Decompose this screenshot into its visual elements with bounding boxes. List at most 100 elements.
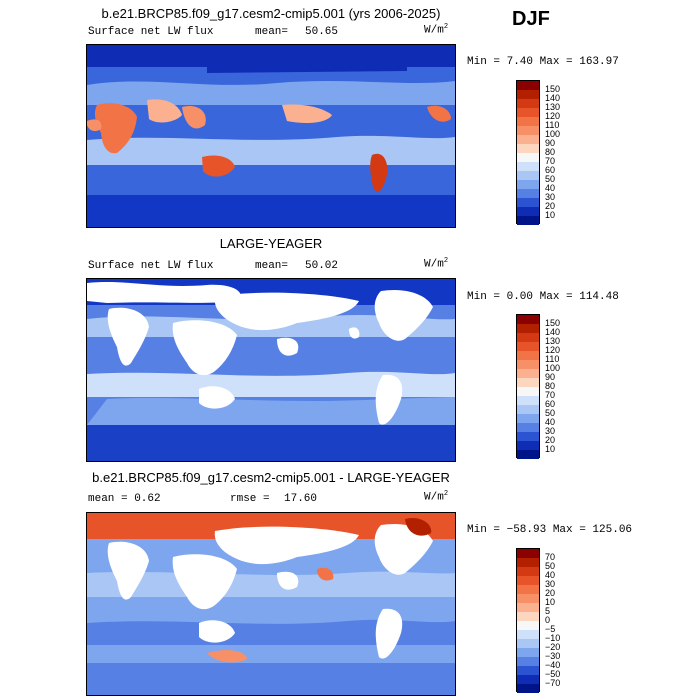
colorbar-tick-label: −10: [545, 633, 561, 643]
panel2-title: LARGE-YEAGER: [219, 236, 323, 251]
colorbar-tick-label: −30: [545, 651, 561, 661]
colorbar-swatch: [517, 162, 539, 171]
colorbar-swatch: [517, 675, 539, 684]
colorbar-tick-label: 50: [545, 174, 556, 184]
colorbar-tick-label: 10: [545, 210, 556, 220]
colorbar-tick-label: 10: [545, 444, 556, 454]
colorbar-tick-label: 30: [545, 426, 556, 436]
colorbar-swatch: [517, 567, 539, 576]
colorbar-swatch: [517, 90, 539, 99]
colorbar-swatch: [517, 621, 539, 630]
colorbar-tick-label: 70: [545, 156, 556, 166]
colorbar-tick-label: 130: [545, 102, 561, 112]
colorbar-tick-label: 40: [545, 183, 556, 193]
colorbar-tick-label: 140: [545, 327, 561, 337]
panel1-unit: W/m2: [424, 23, 449, 37]
panel2-mean-value: 50.02: [305, 260, 339, 272]
colorbar-swatch: [517, 315, 539, 324]
panel1-map: [86, 44, 456, 228]
colorbar-swatch: [517, 117, 539, 126]
colorbar-swatch: [517, 369, 539, 378]
colorbar-swatch: [517, 558, 539, 567]
panel1-title: b.e21.BRCP85.f09_g17.cesm2-cmip5.001 (yr…: [101, 6, 441, 21]
colorbar-tick-label: 90: [545, 138, 556, 148]
panel2-minmax: Min = 0.00 Max = 114.48: [467, 291, 619, 303]
colorbar-tick-label: 100: [545, 363, 561, 373]
colorbar-tick-label: −70: [545, 678, 561, 688]
colorbar-swatch: [517, 603, 539, 612]
colorbar-tick-label: −50: [545, 669, 561, 679]
colorbar-swatch: [517, 630, 539, 639]
panel3-title: b.e21.BRCP85.f09_g17.cesm2-cmip5.001 - L…: [92, 470, 450, 485]
colorbar-swatch: [517, 135, 539, 144]
colorbar-swatch: [517, 207, 539, 216]
colorbar-tick-label: 150: [545, 318, 561, 328]
colorbar-swatch: [517, 612, 539, 621]
panel3-rmse-label: rmse =: [230, 493, 270, 505]
colorbar-tick-label: 60: [545, 399, 556, 409]
colorbar-swatch: [517, 153, 539, 162]
colorbar-swatch: [517, 198, 539, 207]
panel2-map: [86, 278, 456, 462]
colorbar-tick-label: 30: [545, 192, 556, 202]
colorbar-tick-label: −20: [545, 642, 561, 652]
colorbar-swatch: [517, 684, 539, 693]
colorbar-tick-label: 100: [545, 129, 561, 139]
colorbar-tick-label: 80: [545, 147, 556, 157]
colorbar-swatch: [517, 414, 539, 423]
colorbar-tick-label: 110: [545, 120, 560, 130]
panel1-mean-label: mean=: [255, 26, 289, 38]
colorbar-swatch: [517, 594, 539, 603]
colorbar-swatch: [517, 432, 539, 441]
colorbar-tick-label: 30: [545, 579, 556, 589]
colorbar-swatch: [517, 405, 539, 414]
panel1-map-field: [87, 45, 455, 227]
colorbar-tick-label: 140: [545, 93, 561, 103]
colorbar-swatch: [517, 360, 539, 369]
colorbar-tick-label: 50: [545, 561, 556, 571]
panel3-map-field: [87, 513, 455, 695]
colorbar-tick-label: 90: [545, 372, 556, 382]
panel3-unit: W/m2: [424, 490, 449, 504]
colorbar-swatch: [517, 81, 539, 90]
colorbar-swatch: [517, 324, 539, 333]
season-label: DJF: [512, 8, 550, 30]
colorbar-swatch: [517, 639, 539, 648]
colorbar-swatch: [517, 549, 539, 558]
colorbar-swatch: [517, 333, 539, 342]
colorbar-swatch: [517, 423, 539, 432]
colorbar-swatch: [517, 171, 539, 180]
panel1-mean-value: 50.65: [305, 26, 339, 38]
colorbar-swatch: [517, 99, 539, 108]
panel2-colorbar: 150 140 130 120 110 100 90 80 70 60 50 40 30 20 10: [516, 314, 560, 459]
colorbar-tick-label: 0: [545, 615, 551, 625]
panel1-minmax: Min = 7.40 Max = 163.97: [467, 56, 619, 68]
colorbar-swatch: [517, 378, 539, 387]
colorbar-swatch: [517, 351, 539, 360]
colorbar-swatch: [517, 441, 539, 450]
colorbar-swatch: [517, 108, 539, 117]
colorbar-tick-label: 40: [545, 417, 556, 427]
colorbar-swatch: [517, 126, 539, 135]
colorbar-swatch: [517, 585, 539, 594]
panel2-mean-label: mean=: [255, 260, 289, 272]
colorbar-tick-label: 120: [545, 345, 561, 355]
panel3-left-label: mean = 0.62: [88, 493, 161, 505]
panel3-rmse-value: 17.60: [284, 493, 318, 505]
colorbar-tick-label: −40: [545, 660, 561, 670]
colorbar-tick-label: 60: [545, 165, 556, 175]
colorbar-tick-label: 20: [545, 435, 556, 445]
colorbar-tick-label: 70: [545, 552, 556, 562]
colorbar-tick-label: 120: [545, 111, 561, 121]
colorbar-tick-label: 130: [545, 336, 561, 346]
colorbar-swatch: [517, 342, 539, 351]
colorbar-tick-label: 5: [545, 606, 551, 616]
colorbar-swatch: [517, 396, 539, 405]
colorbar-swatch: [517, 180, 539, 189]
panel3-minmax: Min = −58.93 Max = 125.06: [467, 524, 633, 536]
colorbar-tick-label: 70: [545, 390, 556, 400]
colorbar-tick-label: 50: [545, 408, 556, 418]
colorbar-swatch: [517, 576, 539, 585]
panel2-left-label: Surface net LW flux: [88, 260, 214, 272]
panel2-map-field: [87, 279, 455, 461]
